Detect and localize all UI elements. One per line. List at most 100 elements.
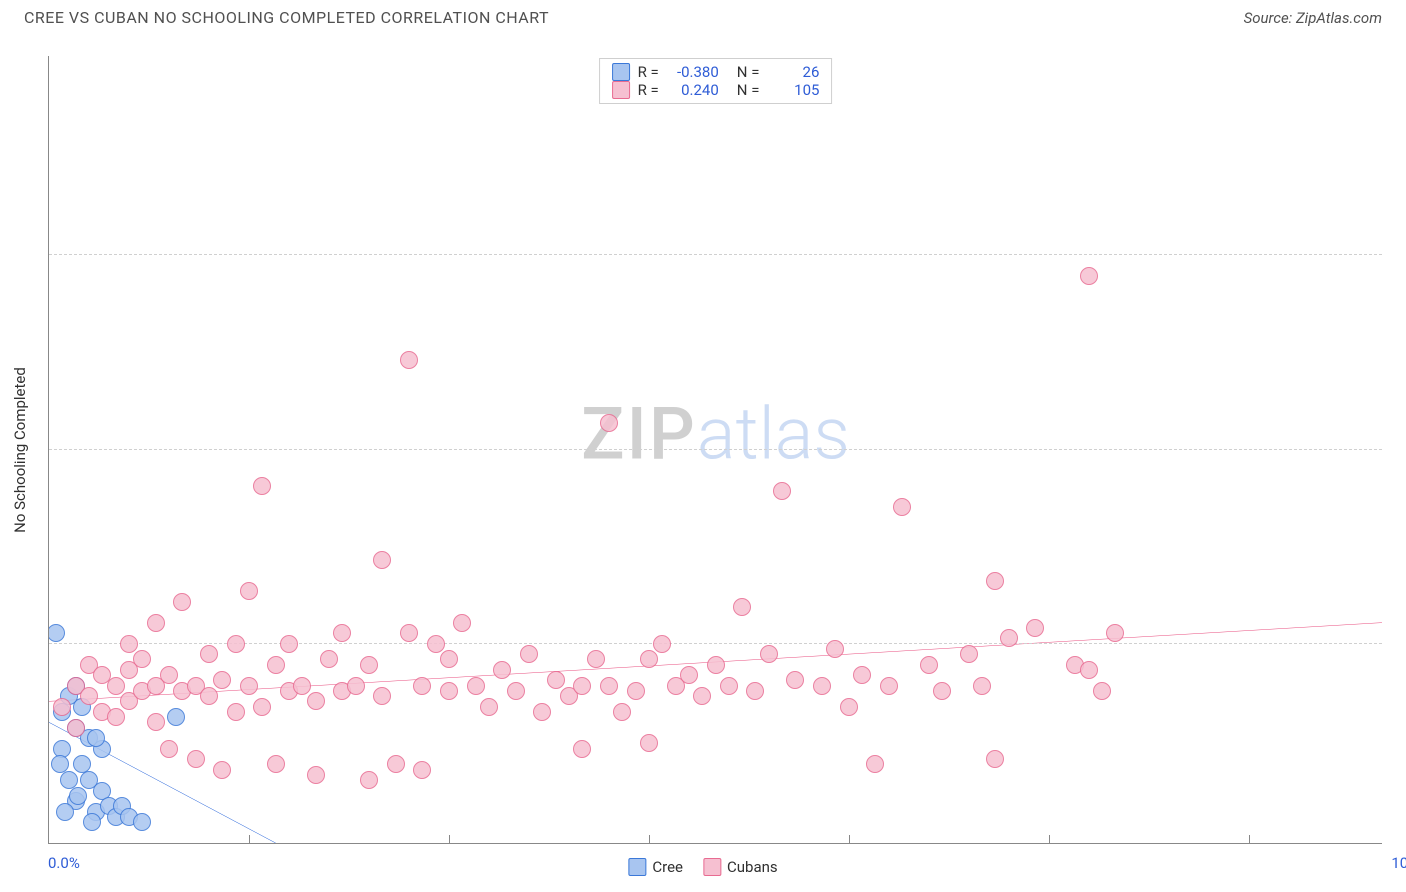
data-point-cubans bbox=[280, 635, 298, 653]
data-point-cubans bbox=[240, 677, 258, 695]
data-point-cubans bbox=[786, 671, 804, 689]
data-point-cubans bbox=[213, 671, 231, 689]
x-tick bbox=[249, 835, 250, 843]
data-point-cubans bbox=[600, 414, 618, 432]
legend-label-cree: Cree bbox=[652, 858, 683, 876]
plot-area: ZIPatlas R =-0.380N =26R =0.240N =105 3.… bbox=[48, 56, 1382, 844]
data-point-cubans bbox=[1000, 629, 1018, 647]
data-point-cubans bbox=[160, 666, 178, 684]
data-point-cubans bbox=[733, 598, 751, 616]
data-point-cree bbox=[80, 729, 98, 747]
data-point-cubans bbox=[760, 645, 778, 663]
data-point-cubans bbox=[200, 687, 218, 705]
data-point-cubans bbox=[640, 734, 658, 752]
x-tick bbox=[449, 835, 450, 843]
data-point-cubans bbox=[933, 682, 951, 700]
legend-swatch-cubans bbox=[703, 858, 721, 876]
stats-r-label: R = bbox=[638, 63, 659, 81]
data-point-cubans bbox=[533, 703, 551, 721]
data-point-cubans bbox=[573, 677, 591, 695]
data-point-cubans bbox=[680, 666, 698, 684]
data-point-cubans bbox=[853, 666, 871, 684]
legend-item-cree: Cree bbox=[628, 858, 683, 876]
stats-swatch-cubans bbox=[612, 81, 630, 99]
data-point-cubans bbox=[986, 750, 1004, 768]
data-point-cubans bbox=[573, 740, 591, 758]
data-point-cree bbox=[51, 755, 69, 773]
data-point-cubans bbox=[80, 656, 98, 674]
legend-item-cubans: Cubans bbox=[703, 858, 778, 876]
data-point-cree bbox=[113, 797, 131, 815]
stats-row-cubans: R =0.240N =105 bbox=[612, 81, 820, 99]
data-point-cubans bbox=[320, 650, 338, 668]
data-point-cree bbox=[100, 797, 118, 815]
data-point-cubans bbox=[440, 650, 458, 668]
x-tick bbox=[1249, 835, 1250, 843]
stats-row-cree: R = -0.380 N = 26 bbox=[612, 63, 820, 81]
data-point-cubans bbox=[453, 614, 471, 632]
data-point-cree bbox=[133, 813, 151, 831]
data-point-cubans bbox=[480, 698, 498, 716]
data-point-cubans bbox=[813, 677, 831, 695]
chart-container: No Schooling Completed ZIPatlas R =-0.38… bbox=[48, 56, 1382, 844]
x-tick bbox=[649, 835, 650, 843]
data-point-cubans bbox=[1093, 682, 1111, 700]
data-point-cubans bbox=[267, 656, 285, 674]
data-point-cubans bbox=[147, 713, 165, 731]
y-axis-label: No Schooling Completed bbox=[11, 367, 29, 533]
stats-n-label: N = bbox=[737, 63, 760, 81]
data-point-cree bbox=[80, 771, 98, 789]
data-point-cree bbox=[87, 803, 105, 821]
data-point-cubans bbox=[200, 645, 218, 663]
data-point-cubans bbox=[773, 482, 791, 500]
data-point-cubans bbox=[120, 661, 138, 679]
stats-n-value-cree: 26 bbox=[767, 63, 819, 81]
data-point-cree bbox=[120, 808, 138, 826]
gridline bbox=[49, 643, 1382, 644]
data-point-cubans bbox=[160, 740, 178, 758]
legend-swatch-cree bbox=[628, 858, 646, 876]
data-point-cubans bbox=[413, 761, 431, 779]
stats-r-value-cree: -0.380 bbox=[667, 63, 719, 81]
data-point-cubans bbox=[93, 703, 111, 721]
data-point-cubans bbox=[493, 661, 511, 679]
data-point-cubans bbox=[547, 671, 565, 689]
data-point-cree bbox=[73, 698, 91, 716]
data-point-cubans bbox=[1080, 661, 1098, 679]
stats-swatch-cree bbox=[612, 63, 630, 81]
data-point-cree bbox=[67, 792, 85, 810]
data-point-cubans bbox=[133, 650, 151, 668]
data-point-cubans bbox=[960, 645, 978, 663]
stats-n-value-cubans: 105 bbox=[767, 81, 819, 99]
data-point-cubans bbox=[280, 682, 298, 700]
data-point-cubans bbox=[53, 698, 71, 716]
data-point-cree bbox=[93, 782, 111, 800]
data-point-cubans bbox=[293, 677, 311, 695]
data-point-cubans bbox=[173, 682, 191, 700]
gridline bbox=[49, 254, 1382, 255]
data-point-cree bbox=[83, 813, 101, 831]
watermark: ZIPatlas bbox=[581, 391, 850, 476]
data-point-cree bbox=[87, 729, 105, 747]
data-point-cree bbox=[53, 740, 71, 758]
data-point-cree bbox=[107, 808, 125, 826]
data-point-cubans bbox=[93, 666, 111, 684]
data-point-cubans bbox=[213, 761, 231, 779]
data-point-cubans bbox=[307, 766, 325, 784]
data-point-cubans bbox=[613, 703, 631, 721]
data-point-cubans bbox=[133, 682, 151, 700]
data-point-cubans bbox=[880, 677, 898, 695]
stats-r-label: R = bbox=[638, 81, 659, 99]
data-point-cree bbox=[69, 787, 87, 805]
data-point-cubans bbox=[333, 624, 351, 642]
data-point-cubans bbox=[507, 682, 525, 700]
data-point-cubans bbox=[253, 477, 271, 495]
x-tick bbox=[1049, 835, 1050, 843]
data-point-cubans bbox=[600, 677, 618, 695]
data-point-cubans bbox=[893, 498, 911, 516]
data-point-cubans bbox=[333, 682, 351, 700]
data-point-cree bbox=[93, 740, 111, 758]
data-point-cubans bbox=[147, 614, 165, 632]
data-point-cree bbox=[56, 803, 74, 821]
correlation-stats-box: R = -0.380 N = 26R =0.240N =105 bbox=[599, 58, 833, 104]
